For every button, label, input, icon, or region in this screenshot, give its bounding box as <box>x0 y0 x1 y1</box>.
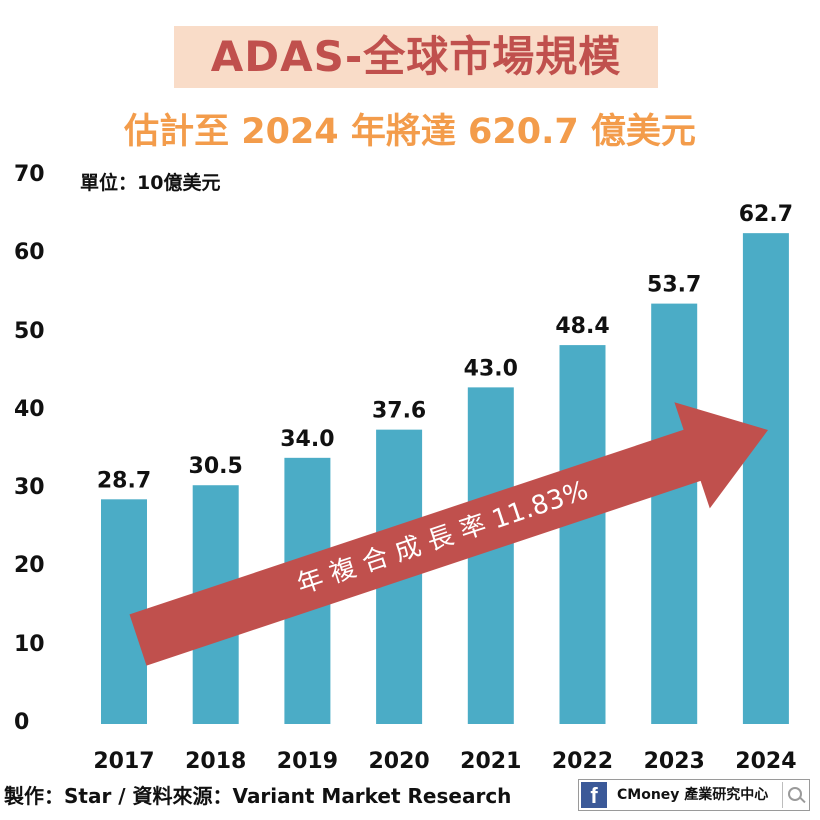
y-tick-label: 60 <box>14 240 45 266</box>
data-label: 53.7 <box>647 273 701 298</box>
y-tick-label: 40 <box>14 396 45 422</box>
data-label: 30.5 <box>189 454 243 479</box>
brand-name: CMoney 產業研究中心 <box>617 787 769 803</box>
x-tick-label: 2024 <box>735 749 796 774</box>
y-tick-label: 0 <box>14 710 30 735</box>
growth-arrow <box>129 402 768 666</box>
data-label: 28.7 <box>97 468 151 493</box>
x-tick-label: 2017 <box>93 749 154 774</box>
facebook-icon[interactable]: f <box>581 782 607 808</box>
search-icon[interactable] <box>782 782 807 808</box>
title-background <box>174 26 658 88</box>
chart-subtitle: 估計至 2024 年將達 620.7 億美元 <box>124 112 696 152</box>
data-label: 62.7 <box>739 202 793 227</box>
data-label: 37.6 <box>372 399 426 424</box>
y-tick-label: 10 <box>14 631 45 657</box>
data-label: 48.4 <box>555 314 609 339</box>
x-tick-label: 2022 <box>552 749 613 774</box>
unit-label: 單位：10億美元 <box>80 172 221 194</box>
bar-2024 <box>742 233 789 725</box>
bar-2022 <box>559 345 606 724</box>
brand-badge[interactable]: f CMoney 產業研究中心 <box>578 779 810 811</box>
growth-annotation: 年 複 合 成 長 率 11.83% <box>293 476 592 601</box>
y-tick-label: 50 <box>14 318 45 344</box>
chart-title: ADAS-全球市場規模 <box>210 32 622 81</box>
y-tick-label: 30 <box>14 475 45 501</box>
x-tick-label: 2023 <box>644 749 705 774</box>
x-tick-label: 2021 <box>460 749 521 774</box>
source-credit: 製作：Star / 資料來源：Variant Market Research <box>4 784 512 808</box>
x-tick-label: 2020 <box>368 749 429 774</box>
data-label: 43.0 <box>464 356 518 381</box>
x-tick-label: 2019 <box>277 749 338 774</box>
y-tick-label: 70 <box>14 162 45 187</box>
y-tick-label: 20 <box>14 553 45 579</box>
bar-2023 <box>651 303 698 724</box>
x-tick-label: 2018 <box>185 749 246 774</box>
data-label: 34.0 <box>280 427 334 452</box>
